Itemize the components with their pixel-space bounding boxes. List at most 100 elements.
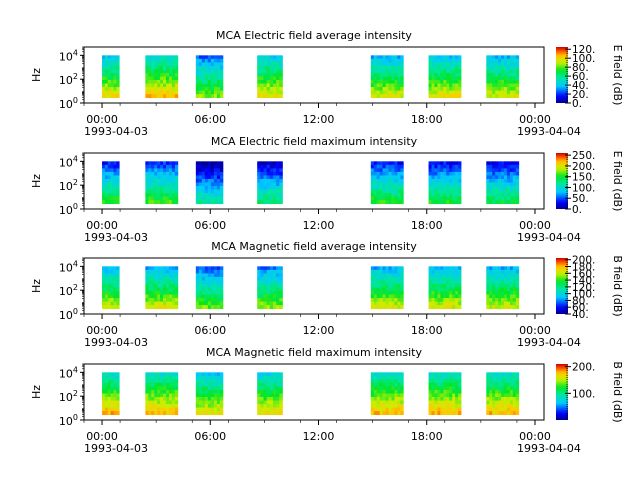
heatmap-cell — [276, 161, 280, 166]
heatmap-cell — [501, 273, 505, 278]
heatmap-cell — [279, 200, 283, 205]
heatmap-cell — [163, 62, 167, 67]
heatmap-cell — [506, 291, 511, 295]
heatmap-cell — [145, 65, 149, 70]
heatmap-cell — [157, 161, 161, 166]
heatmap-cell — [113, 404, 117, 408]
heatmap-cell — [382, 171, 386, 176]
heatmap-cell — [266, 200, 271, 205]
heatmap-cell — [486, 72, 490, 77]
heatmap-cell — [269, 55, 274, 60]
heatmap-cell — [157, 407, 161, 412]
heatmap-cell — [515, 276, 520, 281]
heatmap-cell — [154, 182, 158, 187]
heatmap-cell — [154, 164, 158, 169]
heatmap-cell — [104, 62, 109, 67]
heatmap-cell — [506, 379, 511, 384]
heatmap-cell — [376, 400, 381, 405]
heatmap-cell — [260, 62, 264, 67]
heatmap-cell — [204, 178, 209, 183]
heatmap-cell — [391, 65, 395, 70]
heatmap-cell — [207, 273, 212, 278]
heatmap-cell — [455, 404, 459, 408]
heatmap-cell — [201, 407, 206, 412]
heatmap-cell — [492, 379, 496, 384]
heatmap-cell — [174, 55, 179, 60]
heatmap-cell — [388, 178, 392, 183]
heatmap-cell — [110, 379, 114, 384]
heatmap-cell — [440, 62, 444, 67]
heatmap-cell — [379, 76, 384, 81]
heatmap-cell — [198, 280, 203, 285]
heatmap-cell — [171, 305, 176, 310]
heatmap-cell — [148, 266, 152, 271]
heatmap-cell — [388, 72, 392, 77]
heatmap-cell — [110, 407, 114, 412]
heatmap-cell — [434, 200, 438, 205]
heatmap-cell — [512, 375, 517, 380]
heatmap-cell — [269, 287, 274, 292]
heatmap-cell — [216, 266, 221, 271]
heatmap-cell — [213, 294, 218, 299]
heatmap-cell — [157, 301, 161, 306]
heatmap-cell — [492, 305, 496, 310]
heatmap-cell — [163, 83, 167, 88]
heatmap-cell — [151, 379, 155, 384]
heatmap-cell — [391, 280, 395, 285]
heatmap-cell — [219, 80, 224, 84]
heatmap-cell — [213, 65, 218, 70]
heatmap-cell — [443, 298, 447, 302]
heatmap-cell — [110, 404, 114, 408]
heatmap-cell — [113, 266, 117, 271]
heatmap-cell — [489, 291, 493, 295]
heatmap-cell — [174, 291, 179, 295]
heatmap-cell — [385, 287, 389, 292]
heatmap-cell — [486, 294, 490, 299]
heatmap-cell — [168, 55, 173, 60]
heatmap-cell — [394, 69, 398, 74]
heatmap-cell — [168, 273, 173, 278]
heatmap-cell — [455, 65, 459, 70]
heatmap-cell — [452, 55, 456, 60]
heatmap-cell — [171, 407, 176, 412]
heatmap-cell — [489, 411, 493, 416]
heatmap-cell — [506, 280, 511, 285]
heatmap-cell — [437, 375, 441, 380]
heatmap-cell — [269, 291, 274, 295]
heatmap-cell — [171, 80, 176, 84]
heatmap-cell — [263, 83, 268, 88]
heatmap-cell — [385, 58, 389, 63]
heatmap-cell — [198, 58, 203, 63]
heatmap-cell — [154, 404, 158, 408]
heatmap-cell — [489, 393, 493, 398]
heatmap-cell — [148, 294, 152, 299]
heatmap-cell — [260, 90, 264, 95]
heatmap-cell — [437, 298, 441, 302]
heatmap-cell — [391, 72, 395, 77]
heatmap-cell — [370, 276, 375, 281]
heatmap-cell — [171, 386, 176, 391]
heatmap-cell — [486, 298, 490, 302]
heatmap-cell — [272, 375, 277, 380]
heatmap-cell — [446, 276, 450, 281]
heatmap-cell — [498, 283, 502, 288]
heatmap-cell — [151, 65, 155, 70]
heatmap-cell — [449, 301, 453, 306]
heatmap-cell — [272, 276, 277, 281]
heatmap-cell — [148, 182, 152, 187]
heatmap-cell — [428, 182, 432, 187]
heatmap-cell — [102, 55, 106, 60]
heatmap-cell — [385, 389, 389, 394]
heatmap-cell — [163, 72, 167, 77]
heatmap-cell — [195, 175, 200, 180]
heatmap-cell — [431, 375, 435, 380]
heatmap-cell — [219, 379, 224, 384]
heatmap-cell — [216, 90, 221, 95]
heatmap-cell — [385, 182, 389, 187]
heatmap-cell — [160, 269, 164, 274]
heatmap-cell — [157, 186, 161, 190]
heatmap-cell — [269, 200, 274, 205]
heatmap-cell — [501, 62, 505, 67]
heatmap-cell — [379, 301, 384, 306]
heatmap-cell — [276, 58, 280, 63]
